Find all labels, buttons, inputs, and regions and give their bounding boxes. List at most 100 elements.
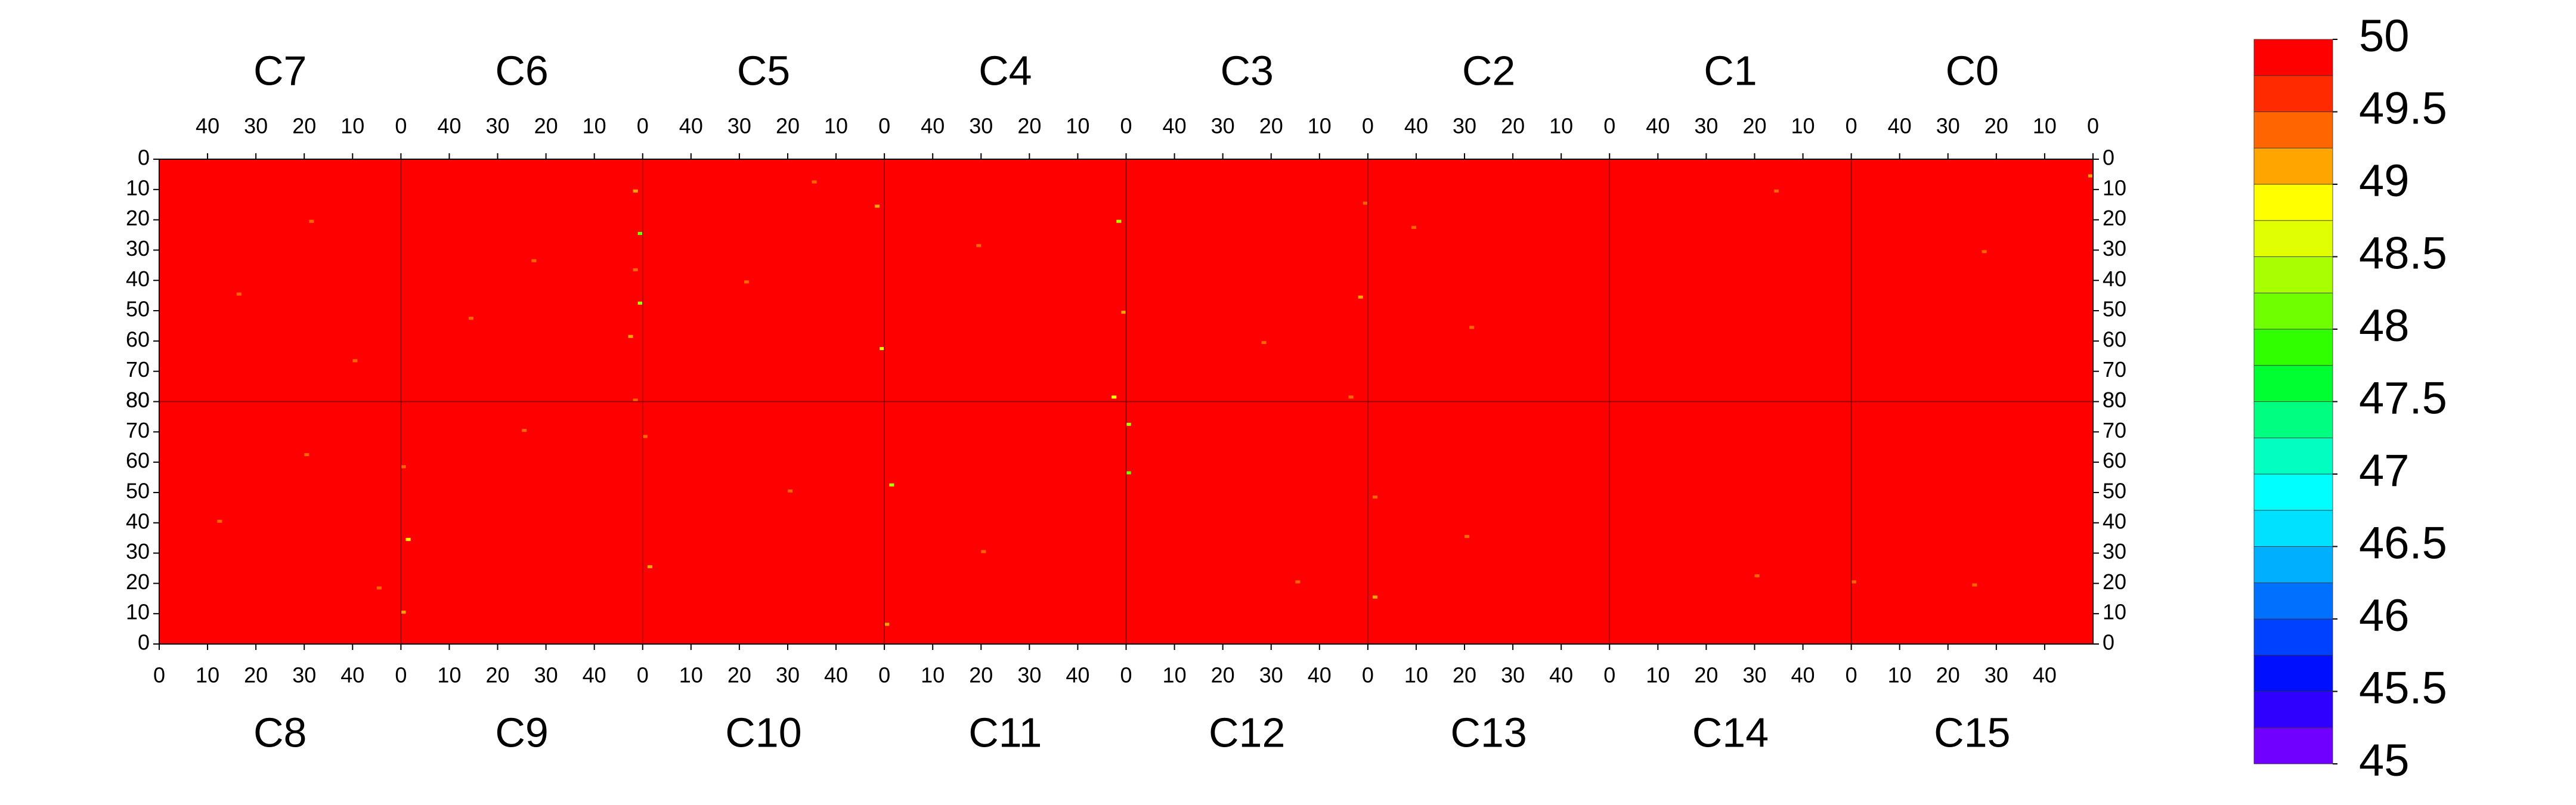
x-tick-label: 10 — [1163, 663, 1187, 688]
y-tick-label: 60 — [126, 448, 150, 473]
panel-field — [1851, 401, 2093, 644]
cell — [633, 398, 638, 402]
x-tick-label: 10 — [1888, 663, 1912, 688]
cell — [633, 268, 638, 272]
colorbar-tick-label: 47 — [2359, 445, 2410, 496]
colorbar-band — [2253, 727, 2333, 764]
y-tick-label: 20 — [126, 569, 150, 594]
x-tick-label: 20 — [727, 663, 751, 688]
x-tick-label: 0 — [1362, 663, 1374, 688]
x-tick-label: 20 — [534, 114, 558, 138]
x-tick-label: 0 — [1846, 663, 1857, 688]
panel-field — [884, 159, 1126, 402]
cell — [352, 359, 358, 363]
x-tick-label: 40 — [1163, 114, 1187, 138]
y-tick-label: 60 — [126, 327, 150, 351]
x-tick-label: 10 — [1066, 114, 1089, 138]
panel-label: C0 — [1946, 47, 1999, 94]
y-tick-label: 50 — [126, 478, 150, 503]
panel-field — [1609, 401, 1852, 644]
y-tick-label: 70 — [2103, 418, 2126, 442]
x-tick-label: 40 — [340, 663, 364, 688]
x-tick-label: 40 — [1404, 114, 1428, 138]
x-tick-label: 40 — [583, 663, 606, 688]
x-tick-label: 20 — [1984, 114, 2008, 138]
cell — [1465, 535, 1470, 538]
x-tick-label: 0 — [395, 114, 407, 138]
y-tick-label: 70 — [126, 418, 150, 442]
y-tick-label: 80 — [2103, 388, 2126, 412]
cell — [1121, 311, 1126, 314]
colorbar-band — [2253, 75, 2333, 112]
y-tick-label: 40 — [2103, 509, 2126, 533]
x-tick-label: 10 — [1404, 663, 1428, 688]
x-tick-label: 20 — [1742, 114, 1766, 138]
cell — [976, 244, 982, 247]
colorbar-tick-label: 49.5 — [2359, 83, 2447, 134]
y-tick-label: 30 — [2103, 236, 2126, 261]
panel-label: C15 — [1934, 709, 2010, 756]
x-tick-label: 20 — [1453, 663, 1476, 688]
colorbar-tick-label: 45 — [2359, 735, 2410, 786]
x-tick-label: 30 — [1211, 114, 1235, 138]
y-tick-label: 10 — [126, 600, 150, 624]
x-tick-label: 30 — [1936, 114, 1960, 138]
colorbar-tick-label: 46.5 — [2359, 518, 2447, 569]
y-tick-label: 30 — [2103, 539, 2126, 564]
cell — [405, 538, 411, 541]
panel-field — [401, 401, 643, 644]
cell — [1411, 225, 1416, 229]
panel-field — [159, 401, 401, 644]
x-tick-label: 20 — [776, 114, 800, 138]
y-tick-label: 70 — [126, 357, 150, 382]
y-tick-label: 80 — [2103, 388, 2126, 412]
x-tick-label: 30 — [1984, 663, 2008, 688]
panel-field — [642, 401, 885, 644]
x-tick-label: 30 — [1017, 663, 1041, 688]
x-tick-label: 20 — [1694, 663, 1718, 688]
panel-label: C13 — [1450, 709, 1527, 756]
cell — [304, 453, 309, 456]
y-tick-label: 30 — [126, 236, 150, 261]
panel-field — [1126, 159, 1368, 402]
y-tick-label: 20 — [126, 206, 150, 230]
cell — [1116, 219, 1122, 223]
colorbar-band — [2253, 437, 2333, 475]
panel-label: C14 — [1692, 709, 1769, 756]
x-tick-label: 10 — [824, 114, 848, 138]
panel-label: C10 — [725, 709, 801, 756]
x-tick-label: 0 — [1603, 114, 1615, 138]
x-tick-label: 0 — [2087, 114, 2099, 138]
x-tick-label: 40 — [1646, 114, 1670, 138]
panel-label: C5 — [737, 47, 790, 94]
x-tick-label: 0 — [1120, 114, 1132, 138]
cell — [889, 483, 894, 487]
colorbar-band — [2253, 691, 2333, 728]
panel-label: C3 — [1220, 47, 1273, 94]
x-tick-label: 40 — [1066, 663, 1089, 688]
cell — [1981, 250, 1987, 253]
x-tick-label: 40 — [921, 114, 945, 138]
cell — [1972, 583, 1977, 587]
x-tick-label: 10 — [1549, 114, 1573, 138]
y-tick-label: 50 — [2103, 297, 2126, 321]
x-tick-label: 0 — [637, 114, 649, 138]
x-tick-label: 0 — [1362, 114, 1374, 138]
x-tick-label: 40 — [1791, 663, 1815, 688]
cell — [217, 519, 222, 523]
x-tick-label: 30 — [969, 114, 993, 138]
colorbar-band — [2253, 292, 2333, 330]
y-tick-label: 30 — [126, 539, 150, 564]
x-tick-label: 40 — [1308, 663, 1332, 688]
cell — [633, 189, 638, 193]
x-tick-label: 20 — [1211, 663, 1235, 688]
colorbar-tick-label: 45.5 — [2359, 663, 2447, 714]
y-tick-label: 50 — [2103, 478, 2126, 503]
colorbar-band — [2253, 655, 2333, 692]
colorbar-band — [2253, 365, 2333, 402]
x-tick-label: 40 — [1888, 114, 1912, 138]
x-tick-label: 10 — [437, 663, 461, 688]
colorbar-band — [2253, 147, 2333, 185]
y-tick-label: 0 — [138, 145, 150, 170]
x-tick-label: 0 — [153, 663, 165, 688]
